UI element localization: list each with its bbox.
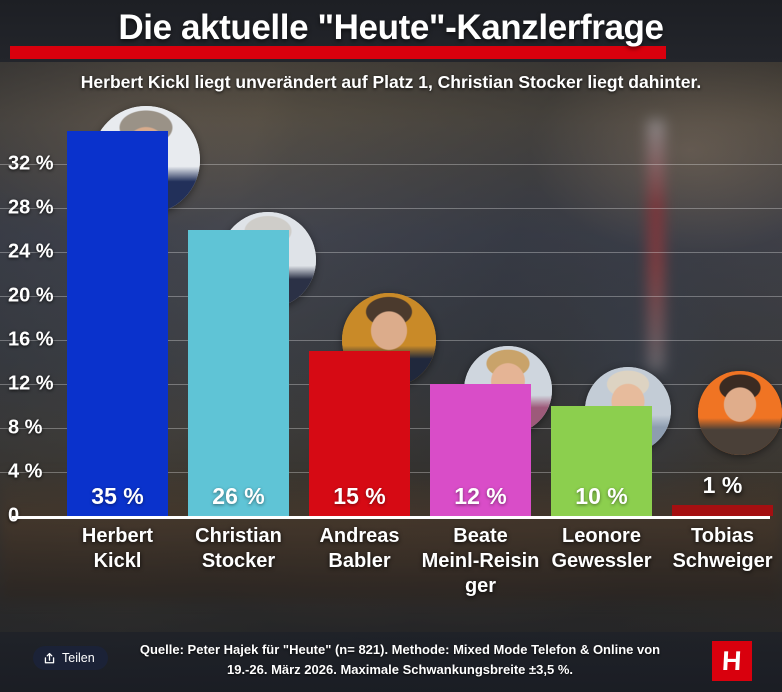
- category-label-line: Meinl-Reisin: [421, 550, 540, 572]
- avatar-photo: [698, 371, 782, 455]
- heute-logo: H: [712, 641, 752, 681]
- y-axis-tick-label: 16 %: [8, 328, 54, 351]
- share-button-label: Teilen: [62, 651, 95, 665]
- y-axis-tick-label: 4 %: [8, 460, 43, 483]
- category-label-line: Tobias: [691, 525, 754, 547]
- category-label-line: Babler: [328, 550, 391, 572]
- bar: [188, 230, 289, 516]
- category-label-line: ger: [464, 575, 497, 597]
- bar-value-label: 15 %: [333, 483, 386, 509]
- category-label-line: Leonore: [562, 525, 641, 547]
- candidate-avatar: [698, 371, 782, 455]
- footer-bar: [0, 632, 782, 692]
- category-label-line: Andreas: [319, 525, 400, 547]
- source-note: Quelle: Peter Hajek für "Heute" (n= 821)…: [139, 642, 661, 677]
- bar-value-label: 10 %: [575, 483, 628, 509]
- bar-chart: 0 4 % 8 % 12 % 16 % 20 % 24 % 28 % 32 % 35 % 26 %…: [0, 104, 782, 527]
- chart-bars: 35 % 26 % 15 % 12 % 10 % 1 %: [0, 104, 782, 516]
- gridline: [0, 164, 782, 165]
- category-label-line: Herbert: [81, 525, 154, 547]
- bar: [430, 384, 531, 516]
- share-icon: [43, 652, 56, 665]
- y-axis-tick-label: 20 %: [8, 284, 54, 307]
- gridline: [0, 252, 782, 253]
- category-label-line: Stocker: [201, 550, 276, 572]
- category-labels: Herbert Kickl Christian Stocker Andreas Bable…: [0, 524, 782, 624]
- page-title: Die aktuelle "Heute"-Kanzlerfrage: [118, 8, 664, 47]
- category-label-line: Christian: [195, 525, 282, 547]
- bar: [672, 505, 773, 516]
- category-label: Herbert Kickl: [57, 524, 178, 574]
- category-label-line: Kickl: [93, 550, 142, 572]
- y-axis-tick-label: 28 %: [8, 196, 54, 219]
- y-axis-tick-label: 8 %: [8, 416, 43, 439]
- bar: [551, 406, 652, 516]
- heute-logo-letter: H: [721, 645, 743, 676]
- y-axis-tick-label: 12 %: [8, 372, 54, 395]
- category-label: Christian Stocker: [178, 524, 299, 574]
- bar: [309, 351, 410, 516]
- y-axis-tick-label: 0: [8, 505, 19, 528]
- bar-value-label: 35 %: [91, 483, 144, 509]
- share-button[interactable]: Teilen: [33, 646, 108, 670]
- category-label: Tobias Schweiger: [662, 524, 782, 574]
- y-axis-tick-label: 24 %: [8, 240, 54, 263]
- title-underline: [10, 46, 666, 59]
- x-axis-line: [12, 516, 770, 519]
- category-label: Andreas Babler: [299, 524, 420, 574]
- y-axis-tick-label: 32 %: [8, 152, 54, 175]
- page-subtitle: Herbert Kickl liegt unverändert auf Plat…: [80, 72, 702, 92]
- category-label: Leonore Gewessler: [541, 524, 662, 574]
- bar-value-label: 12 %: [454, 483, 507, 509]
- category-label-line: Gewessler: [551, 550, 652, 572]
- category-label-line: Schweiger: [672, 550, 773, 572]
- gridline: [0, 208, 782, 209]
- bar-value-label: 1 %: [702, 472, 743, 498]
- bar: [67, 131, 168, 516]
- category-label-line: Beate: [453, 525, 508, 547]
- category-label: Beate Meinl-Reisin ger: [420, 524, 541, 599]
- bar-value-label: 26 %: [212, 483, 265, 509]
